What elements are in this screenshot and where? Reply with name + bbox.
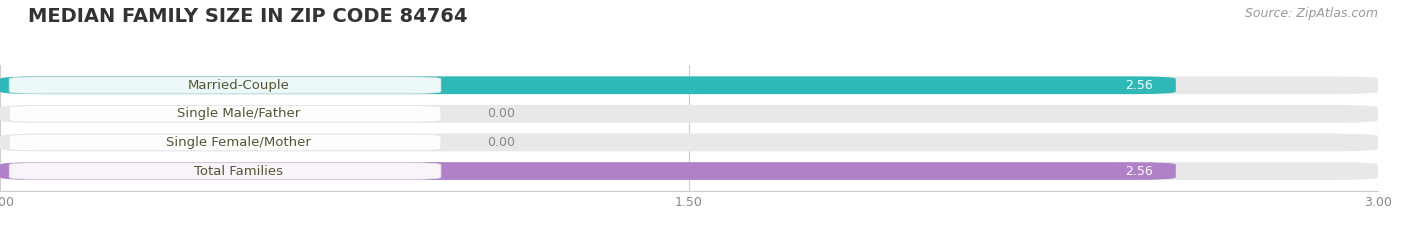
FancyBboxPatch shape xyxy=(0,162,1378,180)
FancyBboxPatch shape xyxy=(0,76,1175,94)
Text: 2.56: 2.56 xyxy=(1125,164,1153,178)
Text: 0.00: 0.00 xyxy=(486,107,515,120)
FancyBboxPatch shape xyxy=(10,163,441,179)
FancyBboxPatch shape xyxy=(10,106,441,122)
FancyBboxPatch shape xyxy=(0,162,1175,180)
Text: Married-Couple: Married-Couple xyxy=(188,79,290,92)
Text: 0.00: 0.00 xyxy=(486,136,515,149)
Text: 2.56: 2.56 xyxy=(1125,79,1153,92)
FancyBboxPatch shape xyxy=(0,76,1378,94)
FancyBboxPatch shape xyxy=(0,134,1378,151)
Text: Source: ZipAtlas.com: Source: ZipAtlas.com xyxy=(1244,7,1378,20)
FancyBboxPatch shape xyxy=(0,105,1378,123)
Text: Single Female/Mother: Single Female/Mother xyxy=(166,136,311,149)
Text: MEDIAN FAMILY SIZE IN ZIP CODE 84764: MEDIAN FAMILY SIZE IN ZIP CODE 84764 xyxy=(28,7,468,26)
Text: Total Families: Total Families xyxy=(194,164,284,178)
FancyBboxPatch shape xyxy=(10,134,441,151)
Text: Single Male/Father: Single Male/Father xyxy=(177,107,301,120)
FancyBboxPatch shape xyxy=(10,77,441,94)
